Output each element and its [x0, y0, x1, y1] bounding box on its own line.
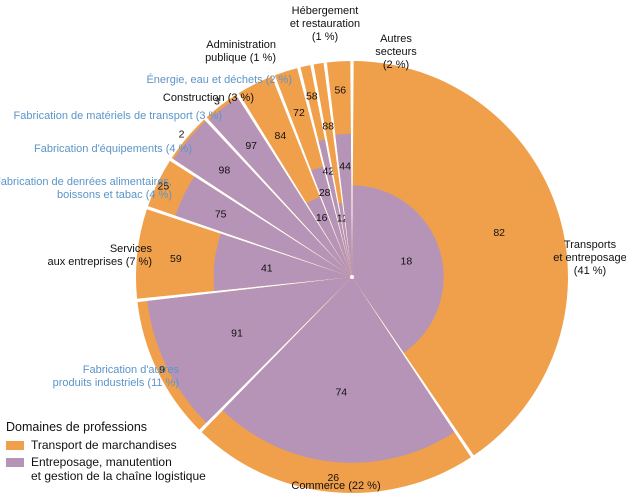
sector-label: Administration publique (1 %)	[205, 39, 276, 64]
value-label-transport: 3	[214, 95, 220, 107]
value-label-transport: 25	[158, 181, 170, 193]
sector-transport-wedge	[352, 61, 568, 456]
sector-label: Fabrication d'autres produits industriels…	[53, 364, 180, 389]
legend-item-transport: Transport de marchandises	[6, 438, 266, 452]
value-label-entreposage: 16	[316, 212, 328, 224]
value-label-entreposage: 74	[335, 387, 347, 399]
legend-swatch-transport	[6, 441, 24, 450]
sector-11: 56 44	[326, 61, 352, 278]
value-label-entreposage: 12	[337, 213, 349, 225]
legend-label-transport: Transport de marchandises	[31, 438, 177, 452]
sector-label: Commerce (22 %)	[291, 480, 380, 492]
sector-entreposage-wedge	[338, 202, 352, 277]
value-label-entreposage: 41	[261, 263, 273, 275]
value-label-transport: 84	[275, 130, 287, 142]
sector-label: Services aux entreprises (7 %)	[47, 243, 152, 268]
sector-4: 25 75	[147, 160, 352, 277]
value-label-transport: 26	[327, 472, 339, 484]
value-label-entreposage: 42	[323, 165, 335, 177]
value-label-transport: 58	[306, 90, 318, 102]
sector-label: Énergie, eau et déchets (2 %)	[146, 73, 292, 86]
value-label-entreposage: 91	[231, 328, 243, 340]
sector-label: Fabrication de matériels de transport (3…	[14, 110, 222, 122]
sector-0: 82 18	[352, 61, 568, 456]
sector-label: Construction (3 %)	[163, 92, 254, 104]
legend: Domaines de professions Transport de mar…	[6, 420, 266, 486]
value-label-transport: 9	[159, 364, 165, 376]
value-label-transport: 82	[493, 227, 505, 239]
sector-entreposage-wedge	[311, 166, 352, 277]
sector-label: Fabrication d'équipements (4 %)	[34, 143, 192, 155]
value-label-transport: 88	[322, 120, 334, 132]
value-label-entreposage: 44	[339, 161, 351, 173]
value-label-transport: 72	[293, 107, 305, 119]
value-label-transport: 56	[334, 85, 346, 97]
sector-entreposage-wedge	[213, 233, 352, 291]
sector-entreposage-wedge	[173, 121, 352, 278]
value-label-entreposage: 97	[245, 140, 257, 152]
value-label-entreposage: 28	[319, 187, 331, 199]
legend-label-entreposage: Entreposage, manutention et gestion de l…	[31, 455, 206, 483]
sector-entreposage-wedge	[222, 277, 455, 463]
value-label-transport: 59	[170, 253, 182, 265]
legend-swatch-entreposage	[6, 458, 24, 467]
sector-entreposage-wedge	[175, 176, 352, 277]
sector-6: 3 97	[206, 94, 352, 277]
sector-entreposage-wedge	[306, 196, 352, 277]
sector-entreposage-wedge	[335, 133, 352, 277]
center-point	[350, 275, 354, 279]
sector-label: Hébergement et restauration (1 %)	[290, 5, 360, 43]
sector-label: Transports et entreposage (41 %)	[553, 239, 626, 277]
sector-10: 88 12	[313, 62, 352, 277]
sector-label: Fabrication de denrées alimentaires, bois…	[0, 176, 172, 201]
sector-entreposage-wedge	[147, 277, 352, 423]
value-label-entreposage: 18	[401, 256, 413, 268]
sector-entreposage-wedge	[208, 97, 352, 277]
value-label-transport: 2	[179, 128, 185, 140]
sector-1: 26 74	[201, 277, 471, 493]
value-label-entreposage: 75	[215, 208, 227, 220]
legend-item-entreposage: Entreposage, manutention et gestion de l…	[6, 455, 266, 483]
legend-title: Domaines de professions	[6, 420, 148, 434]
sector-9: 58 42	[300, 65, 352, 277]
sector-7: 84 16	[238, 76, 352, 277]
sector-label: Autres secteurs (2 %)	[375, 33, 417, 71]
sectors: 82 18 26 74 9 91 59 41 25 75 2 98 3 97 84 16 72 28 58 42 88 1…	[135, 61, 568, 493]
sector-8: 72 28	[274, 68, 352, 277]
sector-entreposage-wedge	[318, 139, 352, 277]
sector-2: 9 91	[137, 277, 352, 430]
sector-3: 59 41	[135, 209, 352, 299]
sector-labels: Transports et entreposage (41 %) Commerce (…	[0, 5, 626, 492]
sector-entreposage-wedge	[352, 185, 444, 353]
value-label-entreposage: 98	[219, 165, 231, 177]
sector-5: 2 98	[171, 119, 352, 278]
